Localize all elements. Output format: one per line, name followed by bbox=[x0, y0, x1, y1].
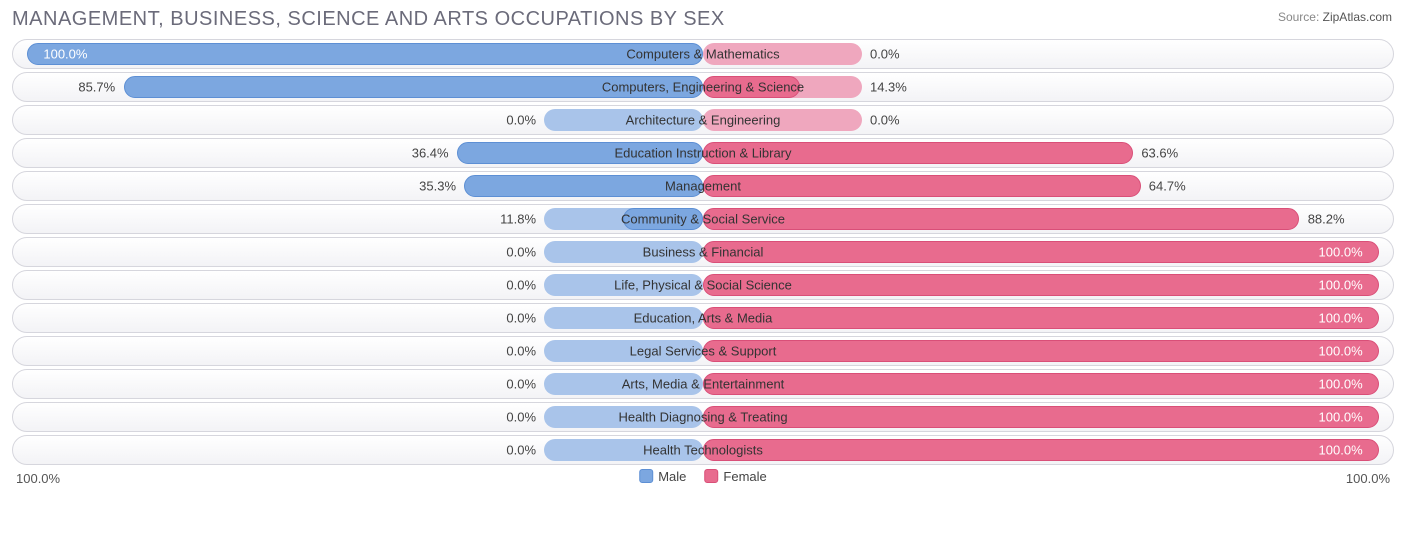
category-label: Computers & Mathematics bbox=[626, 47, 779, 62]
female-bar bbox=[703, 208, 1299, 230]
female-pct-label: 88.2% bbox=[1308, 212, 1345, 227]
source-label: Source: bbox=[1278, 10, 1319, 24]
female-pct-label: 0.0% bbox=[870, 113, 900, 128]
male-pct-label: 0.0% bbox=[506, 311, 536, 326]
male-pct-label: 85.7% bbox=[78, 80, 115, 95]
category-label: Legal Services & Support bbox=[630, 344, 777, 359]
female-pct-label: 100.0% bbox=[1319, 311, 1363, 326]
female-bar bbox=[703, 307, 1379, 329]
chart-row: 0.0% 0.0% Architecture & Engineering bbox=[12, 105, 1394, 135]
category-label: Education Instruction & Library bbox=[614, 146, 791, 161]
female-pct-label: 100.0% bbox=[1319, 344, 1363, 359]
chart-row: 35.3% 64.7% Management bbox=[12, 171, 1394, 201]
category-label: Community & Social Service bbox=[621, 212, 785, 227]
male-pct-label: 0.0% bbox=[506, 113, 536, 128]
female-bar bbox=[703, 373, 1379, 395]
chart-row: 0.0% 100.0% Health Technologists bbox=[12, 435, 1394, 465]
female-pct-label: 14.3% bbox=[870, 80, 907, 95]
male-pct-label: 11.8% bbox=[500, 212, 536, 227]
category-label: Health Diagnosing & Treating bbox=[618, 410, 787, 425]
chart-row: 0.0% 100.0% Education, Arts & Media bbox=[12, 303, 1394, 333]
legend-female: Female bbox=[704, 469, 766, 484]
chart-row: 36.4% 63.6% Education Instruction & Librar… bbox=[12, 138, 1394, 168]
male-pct-label: 0.0% bbox=[506, 245, 536, 260]
chart-title: MANAGEMENT, BUSINESS, SCIENCE AND ARTS O… bbox=[12, 8, 1394, 31]
male-pct-label: 0.0% bbox=[506, 443, 536, 458]
legend-female-swatch bbox=[704, 469, 718, 483]
male-pct-label: 36.4% bbox=[412, 146, 449, 161]
chart-legend: Male Female bbox=[639, 469, 767, 484]
legend-female-label: Female bbox=[723, 469, 766, 484]
category-label: Life, Physical & Social Science bbox=[614, 278, 792, 293]
category-label: Education, Arts & Media bbox=[634, 311, 773, 326]
male-bar bbox=[27, 43, 703, 65]
legend-male-swatch bbox=[639, 469, 653, 483]
chart-row: 0.0% 100.0% Health Diagnosing & Treating bbox=[12, 402, 1394, 432]
axis-left-label: 100.0% bbox=[16, 471, 60, 486]
category-label: Management bbox=[665, 179, 741, 194]
source-value: ZipAtlas.com bbox=[1323, 10, 1392, 24]
female-bar bbox=[703, 274, 1379, 296]
legend-male: Male bbox=[639, 469, 686, 484]
chart-row: 11.8% 88.2% Community & Social Service bbox=[12, 204, 1394, 234]
female-pct-label: 63.6% bbox=[1141, 146, 1178, 161]
category-label: Computers, Engineering & Science bbox=[602, 80, 804, 95]
chart-row: 0.0% 100.0% Business & Financial bbox=[12, 237, 1394, 267]
female-pct-label: 100.0% bbox=[1319, 278, 1363, 293]
chart-row: 100.0% 0.0% Computers & Mathematics bbox=[12, 39, 1394, 69]
female-pct-label: 100.0% bbox=[1319, 245, 1363, 260]
category-label: Architecture & Engineering bbox=[626, 113, 781, 128]
female-bar bbox=[703, 175, 1141, 197]
male-pct-label: 0.0% bbox=[506, 278, 536, 293]
chart-row: 0.0% 100.0% Life, Physical & Social Scienc… bbox=[12, 270, 1394, 300]
female-pct-label: 0.0% bbox=[870, 47, 900, 62]
male-pct-label: 0.0% bbox=[506, 344, 536, 359]
female-bar bbox=[703, 406, 1379, 428]
chart-row: 0.0% 100.0% Legal Services & Support bbox=[12, 336, 1394, 366]
chart-source: Source: ZipAtlas.com bbox=[1278, 10, 1392, 24]
male-pct-label: 35.3% bbox=[419, 179, 456, 194]
chart-row: 85.7% 14.3% Computers, Engineering & Scien… bbox=[12, 72, 1394, 102]
male-pct-label: 0.0% bbox=[506, 377, 536, 392]
category-label: Arts, Media & Entertainment bbox=[622, 377, 785, 392]
occupations-by-sex-chart: MANAGEMENT, BUSINESS, SCIENCE AND ARTS O… bbox=[0, 0, 1406, 558]
category-label: Health Technologists bbox=[643, 443, 763, 458]
female-bar bbox=[703, 340, 1379, 362]
female-pct-label: 64.7% bbox=[1149, 179, 1186, 194]
female-pct-label: 100.0% bbox=[1319, 443, 1363, 458]
chart-rows: 100.0% 0.0% Computers & Mathematics 85.7% 14… bbox=[12, 39, 1394, 465]
female-pct-label: 100.0% bbox=[1319, 377, 1363, 392]
male-pct-label: 0.0% bbox=[506, 410, 536, 425]
category-label: Business & Financial bbox=[643, 245, 764, 260]
female-pct-label: 100.0% bbox=[1319, 410, 1363, 425]
legend-male-label: Male bbox=[658, 469, 686, 484]
chart-axis: 100.0% Male Female 100.0% bbox=[12, 469, 1394, 491]
chart-row: 0.0% 100.0% Arts, Media & Entertainment bbox=[12, 369, 1394, 399]
female-bar bbox=[703, 241, 1379, 263]
female-bar bbox=[703, 439, 1379, 461]
male-pct-label: 100.0% bbox=[43, 47, 87, 62]
axis-right-label: 100.0% bbox=[1346, 471, 1390, 486]
